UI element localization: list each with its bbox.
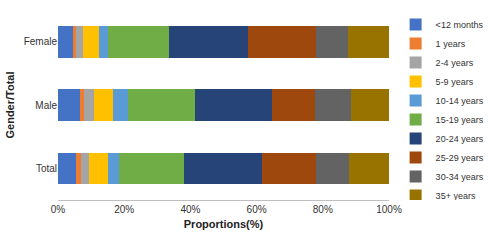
svg-text:Total: Total (36, 163, 57, 174)
svg-text:35+ years: 35+ years (436, 191, 476, 200)
svg-text:0%: 0% (51, 204, 66, 215)
svg-text:40%: 40% (180, 204, 200, 215)
svg-text:1 years: 1 years (436, 39, 466, 49)
svg-text:100%: 100% (376, 204, 402, 215)
svg-text:60%: 60% (247, 204, 267, 215)
svg-text:25-29 years: 25-29 years (436, 153, 484, 163)
svg-text:20%: 20% (114, 204, 134, 215)
svg-text:Gender/Total: Gender/Total (4, 71, 16, 138)
svg-text:Female: Female (24, 36, 58, 47)
svg-text:2-4 years: 2-4 years (436, 58, 474, 68)
svg-text:80%: 80% (313, 204, 333, 215)
svg-text:30-34 years: 30-34 years (436, 172, 484, 182)
svg-text:15-19 years: 15-19 years (436, 115, 484, 125)
svg-text:5-9 years: 5-9 years (436, 77, 474, 87)
svg-text:Male: Male (35, 100, 57, 111)
svg-text:10-14 years: 10-14 years (436, 96, 484, 106)
svg-text:<12 months: <12 months (436, 20, 484, 30)
svg-text:20-24 years: 20-24 years (436, 134, 484, 144)
svg-text:Proportions(%): Proportions(%) (184, 218, 264, 230)
